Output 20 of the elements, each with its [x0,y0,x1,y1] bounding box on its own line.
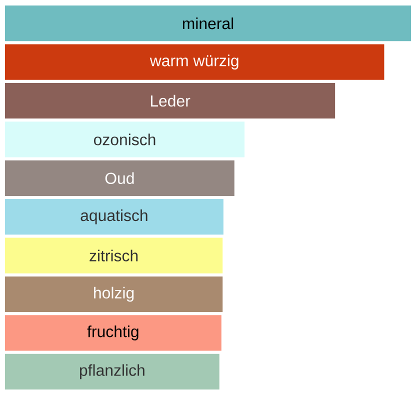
y-tick-label: mineral [182,18,234,30]
y-tick-label: ozonisch [94,134,156,146]
y-tick-label: Oud [105,172,134,184]
bar [5,199,224,235]
y-tick-label: holzig [94,286,134,302]
y-tick-label: warm würzig [150,54,238,70]
y-tick-label: Leder [150,94,190,107]
bar [5,6,412,42]
bar [5,160,234,196]
y-tick-label: pflanzlich [80,364,144,380]
bar [5,354,220,390]
y-tick-label: fruchtig [87,326,138,340]
bar [5,238,223,274]
y-tick-label: zitrisch [90,250,138,262]
bar [5,276,223,312]
bar [5,122,245,158]
y-tick-label: aquatisch [80,209,148,224]
bar [5,44,384,80]
bar [5,82,336,119]
bar [5,315,222,351]
